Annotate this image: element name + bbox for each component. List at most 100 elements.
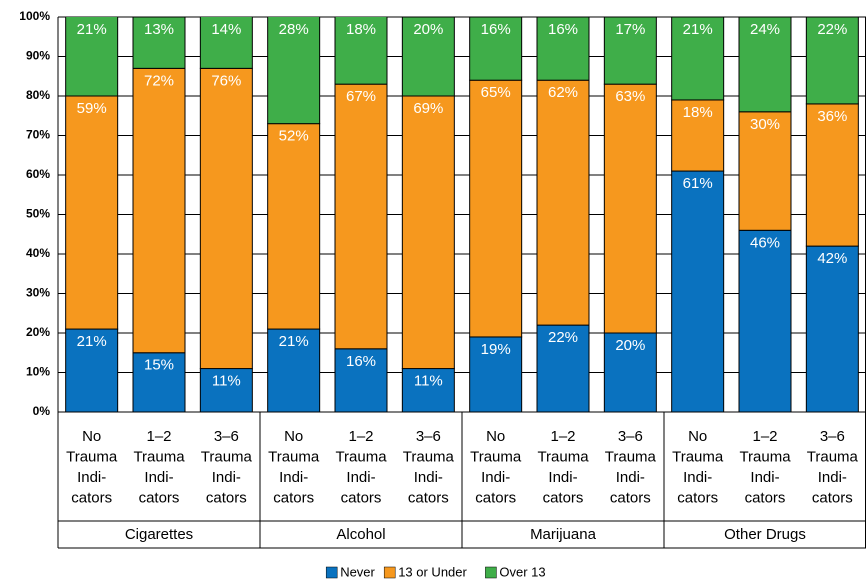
bar-segment bbox=[267, 328, 321, 412]
x-tick-label: cators bbox=[139, 489, 180, 506]
y-tick-label: 50% bbox=[26, 207, 50, 221]
value-label: 61% bbox=[683, 175, 713, 192]
bar-segment bbox=[738, 229, 792, 412]
group-label: Cigarettes bbox=[125, 526, 193, 543]
x-tick-label: cators bbox=[543, 489, 584, 506]
bar-segment bbox=[805, 103, 859, 247]
bar-segment bbox=[469, 336, 523, 412]
x-tick-label: 1–2 bbox=[752, 428, 777, 445]
legend-swatch bbox=[485, 566, 497, 579]
legend-label: 13 or Under bbox=[398, 564, 467, 579]
y-tick-label: 100% bbox=[19, 9, 50, 23]
value-label: 69% bbox=[413, 100, 443, 117]
x-tick-label: 3–6 bbox=[820, 428, 845, 445]
bar-segment bbox=[199, 67, 253, 370]
x-tick-label: cators bbox=[273, 489, 314, 506]
bar-segment bbox=[65, 95, 119, 330]
bar-segment bbox=[334, 83, 388, 350]
legend-swatch bbox=[383, 566, 396, 579]
x-tick-label: Indi- bbox=[144, 469, 173, 486]
x-tick-label: Indi- bbox=[750, 469, 779, 486]
bar-segment bbox=[334, 348, 388, 412]
value-label: 63% bbox=[615, 88, 645, 105]
bar-segment bbox=[738, 17, 792, 113]
bar-segment bbox=[199, 17, 253, 69]
y-tick-label: 70% bbox=[26, 128, 50, 142]
x-tick-label: Indi- bbox=[481, 469, 510, 486]
bar-segment bbox=[132, 67, 186, 354]
legend-label: Over 13 bbox=[499, 564, 545, 579]
x-tick-label: No bbox=[486, 428, 505, 445]
x-tick-label: Indi- bbox=[346, 469, 375, 486]
bar-segment bbox=[671, 170, 725, 412]
group-label: Marijuana bbox=[530, 526, 597, 543]
group-label: Alcohol bbox=[336, 526, 385, 543]
value-label: 67% bbox=[346, 88, 376, 105]
value-label: 17% bbox=[615, 21, 645, 38]
x-tick-label: 3–6 bbox=[618, 428, 643, 445]
y-tick-label: 40% bbox=[26, 246, 50, 260]
x-tick-label: cators bbox=[812, 489, 853, 506]
value-label: 21% bbox=[279, 333, 309, 350]
x-tick-label: Trauma bbox=[672, 448, 724, 465]
bars bbox=[65, 17, 859, 412]
bar-segment bbox=[603, 17, 657, 85]
x-tick-label: Indi- bbox=[414, 469, 443, 486]
value-label: 72% bbox=[144, 72, 174, 89]
value-label: 76% bbox=[211, 72, 241, 89]
bar-segment bbox=[469, 17, 523, 81]
bar-segment bbox=[401, 95, 455, 370]
value-label: 21% bbox=[77, 21, 107, 38]
value-label: 42% bbox=[817, 250, 847, 267]
x-tick-label: Trauma bbox=[335, 448, 387, 465]
value-label: 28% bbox=[279, 21, 309, 38]
x-tick-label: Trauma bbox=[66, 448, 118, 465]
bar-segment bbox=[334, 17, 388, 85]
value-label: 22% bbox=[817, 21, 847, 38]
x-tick-label: 3–6 bbox=[416, 428, 441, 445]
value-label: 18% bbox=[683, 104, 713, 121]
x-tick-label: cators bbox=[610, 489, 651, 506]
value-label: 21% bbox=[683, 21, 713, 38]
x-tick-label: cators bbox=[71, 489, 112, 506]
x-tick-label: cators bbox=[341, 489, 382, 506]
x-tick-label: Trauma bbox=[470, 448, 522, 465]
group-label: Other Drugs bbox=[724, 526, 806, 543]
value-label: 16% bbox=[548, 21, 578, 38]
x-tick-label: Trauma bbox=[739, 448, 791, 465]
bar-segment bbox=[65, 17, 119, 97]
value-label: 22% bbox=[548, 329, 578, 346]
value-label: 16% bbox=[481, 21, 511, 38]
y-tick-label: 0% bbox=[33, 404, 51, 418]
bar-segment bbox=[267, 123, 321, 330]
value-label: 62% bbox=[548, 84, 578, 101]
value-label: 11% bbox=[212, 373, 241, 390]
y-tick-label: 80% bbox=[26, 88, 50, 102]
x-tick-label: Trauma bbox=[201, 448, 253, 465]
value-label: 20% bbox=[413, 21, 443, 38]
value-label: 20% bbox=[615, 337, 645, 354]
bar-segment bbox=[199, 368, 253, 412]
x-tick-label: 1–2 bbox=[146, 428, 171, 445]
value-label: 36% bbox=[817, 108, 847, 125]
bar-segment bbox=[805, 245, 859, 412]
x-tick-label: Indi- bbox=[77, 469, 106, 486]
bar-segment bbox=[536, 17, 590, 81]
value-label: 30% bbox=[750, 116, 780, 133]
x-tick-label: 1–2 bbox=[550, 428, 575, 445]
x-tick-label: Trauma bbox=[403, 448, 455, 465]
bar-segment bbox=[738, 111, 792, 231]
x-tick-label: cators bbox=[408, 489, 449, 506]
x-tick-label: No bbox=[82, 428, 101, 445]
x-tick-label: cators bbox=[475, 489, 516, 506]
y-tick-label: 60% bbox=[26, 167, 50, 181]
value-label: 19% bbox=[481, 341, 511, 358]
y-tick-label: 20% bbox=[26, 325, 50, 339]
x-tick-label: Trauma bbox=[605, 448, 657, 465]
value-label: 11% bbox=[414, 373, 443, 390]
bar-segment bbox=[671, 17, 725, 101]
y-tick-label: 30% bbox=[26, 286, 50, 300]
value-label: 21% bbox=[77, 333, 107, 350]
value-label: 14% bbox=[211, 21, 241, 38]
x-tick-label: Trauma bbox=[537, 448, 589, 465]
